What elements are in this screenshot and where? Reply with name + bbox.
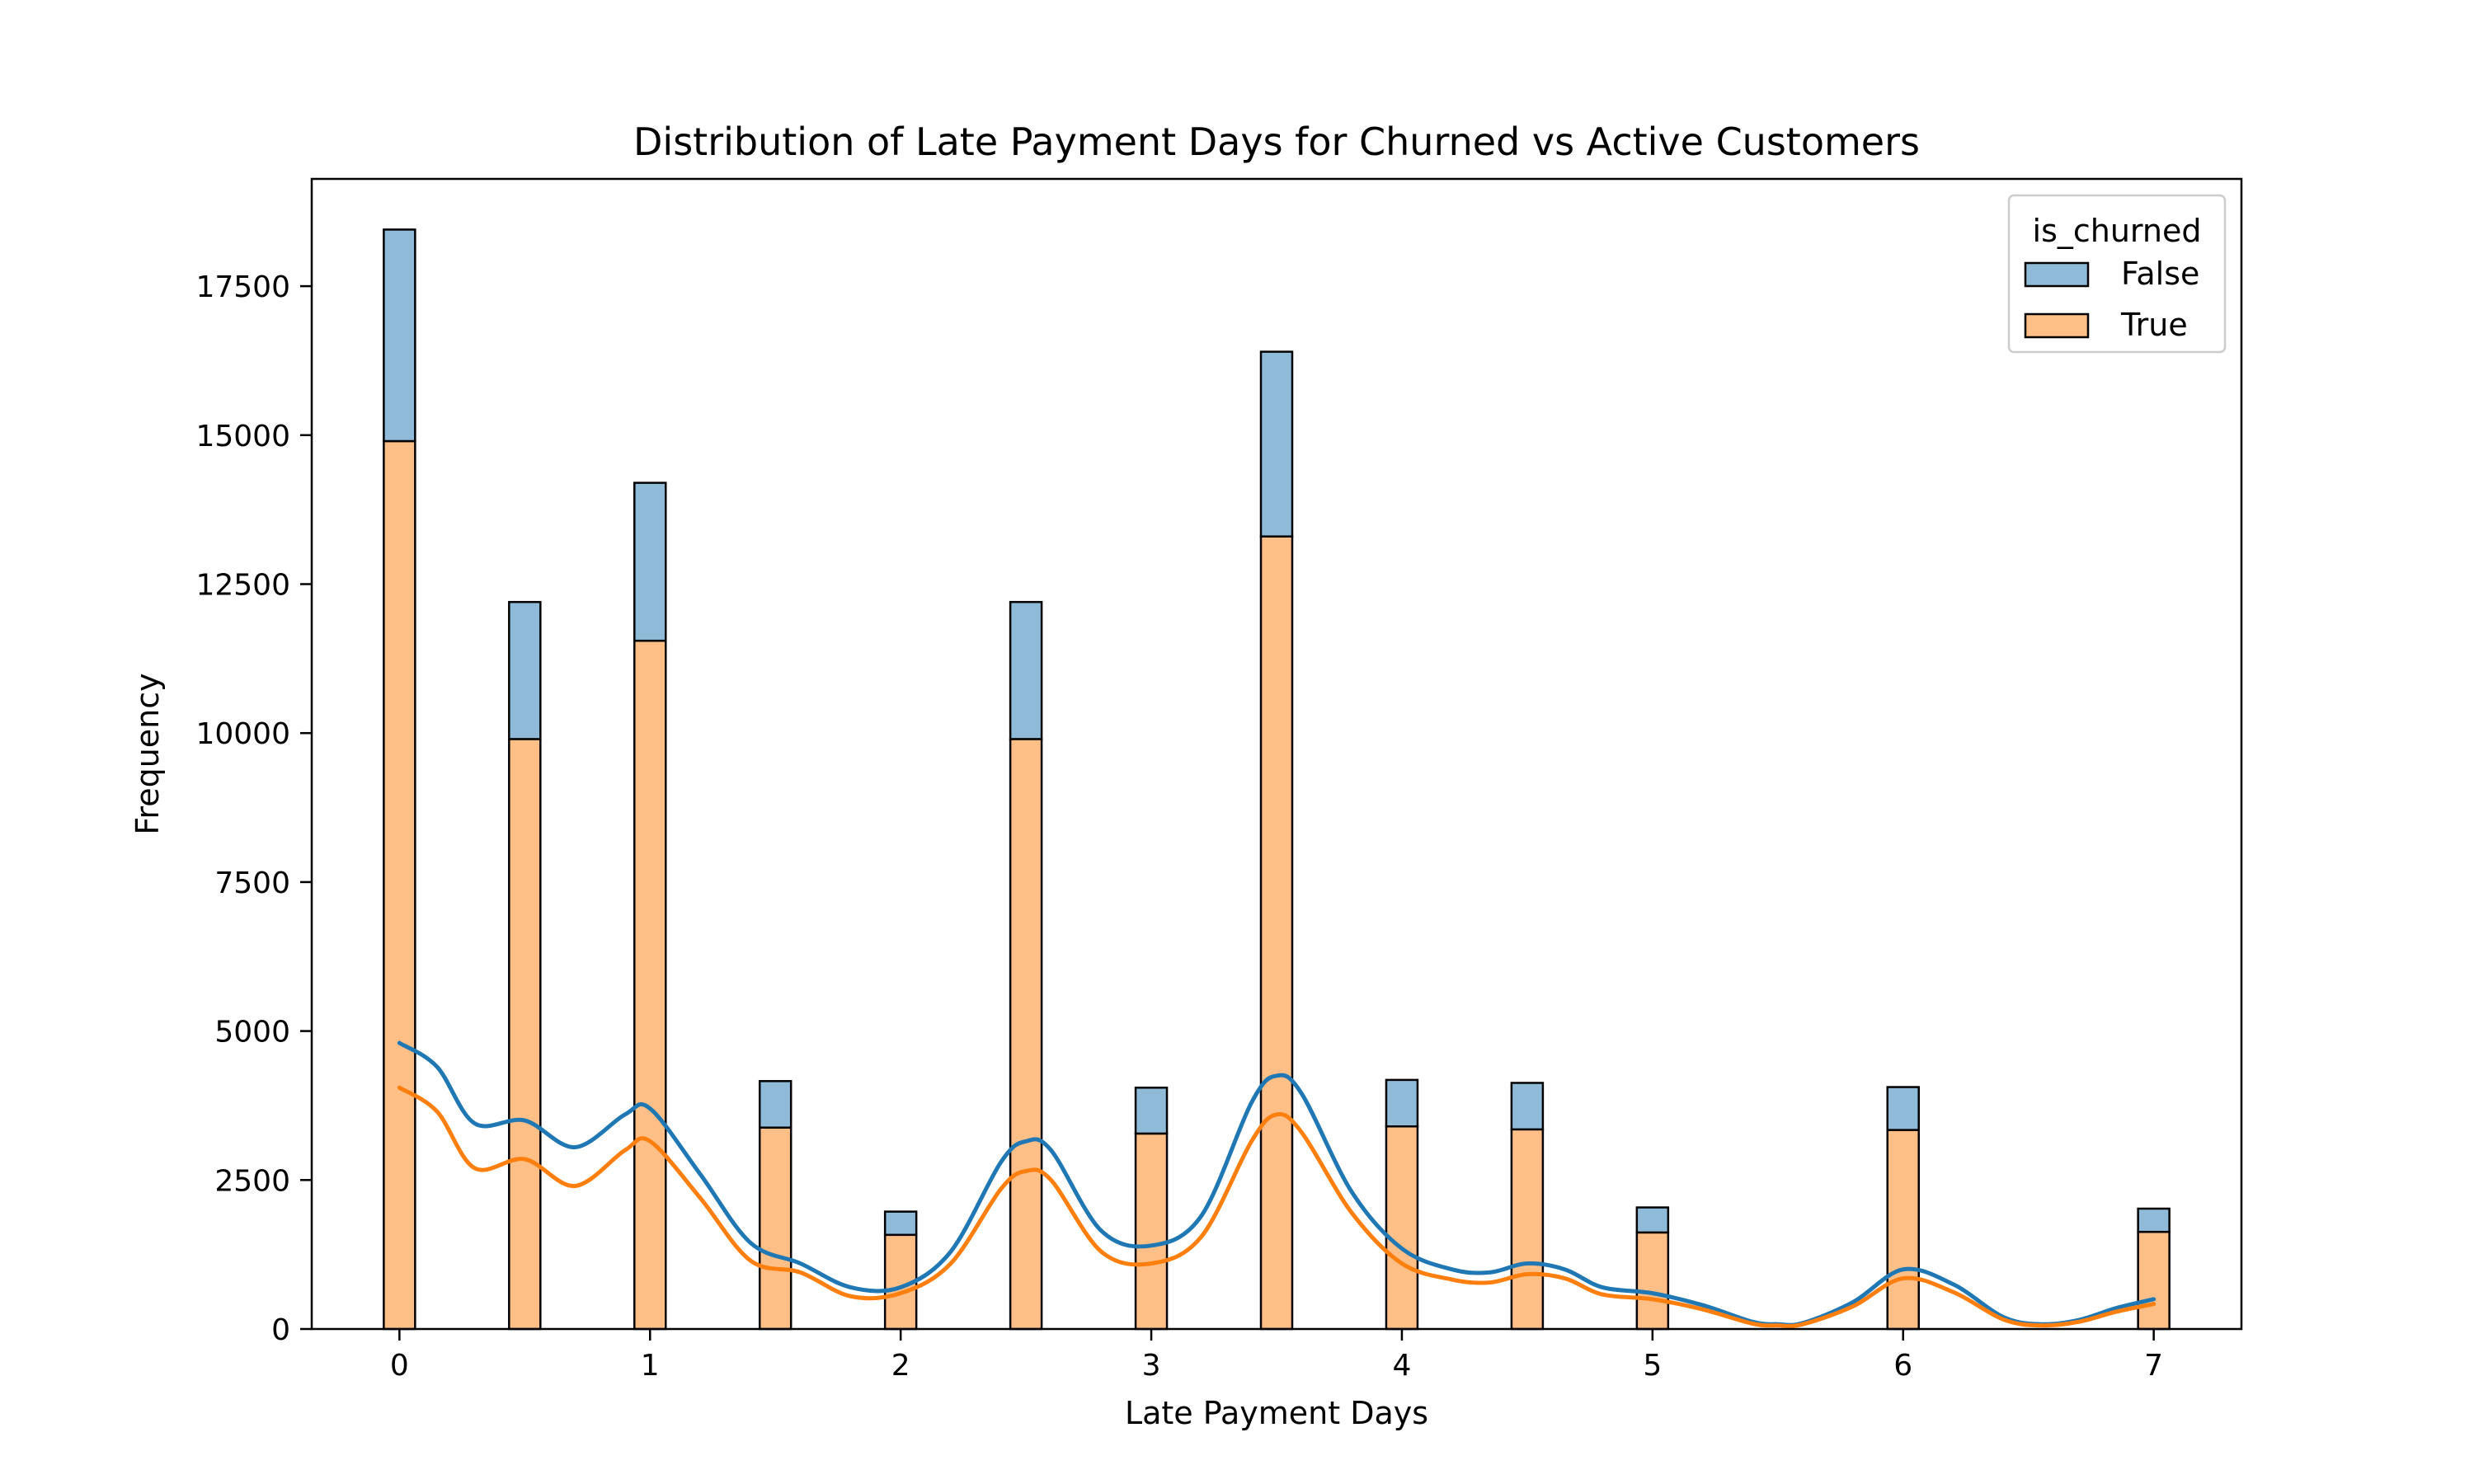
bar-true	[508, 738, 542, 1331]
y-tick-label: 12500	[195, 569, 290, 603]
y-tick-label: 5000	[214, 1016, 290, 1050]
x-tick-label: 6	[1893, 1349, 1912, 1383]
bar-false	[1886, 1086, 1920, 1131]
legend-swatch-true	[2024, 312, 2090, 339]
legend-label-false: False	[2121, 256, 2199, 292]
bar-true	[1009, 738, 1043, 1331]
x-tick-label: 3	[1142, 1349, 1161, 1383]
bar-false	[633, 481, 667, 642]
y-axis-label: Frequency	[129, 673, 166, 834]
y-tick-label: 10000	[195, 717, 290, 751]
x-tick-label: 2	[891, 1349, 910, 1383]
y-tick-label: 17500	[195, 270, 290, 304]
bar-true	[633, 639, 667, 1331]
bar-false	[1009, 600, 1043, 740]
bar-false	[1385, 1078, 1419, 1128]
y-tick-label: 15000	[195, 420, 290, 453]
bar-true	[383, 439, 416, 1331]
bar-false	[1635, 1206, 1670, 1234]
kde-line-false	[397, 1040, 2157, 1327]
bar-true	[2137, 1230, 2171, 1331]
bar-true	[1510, 1128, 1545, 1331]
y-tick-label: 2500	[214, 1164, 290, 1198]
bar-true	[1134, 1132, 1169, 1331]
bar-true	[1259, 535, 1294, 1331]
legend: is_churned False True	[2007, 194, 2227, 354]
x-tick-label: 5	[1643, 1349, 1662, 1383]
bar-false	[383, 228, 416, 443]
bar-false	[758, 1080, 793, 1129]
kde-line-true	[397, 1085, 2157, 1328]
x-tick-label: 1	[641, 1349, 660, 1383]
chart-title: Distribution of Late Payment Days for Ch…	[633, 120, 1920, 164]
legend-swatch-false	[2024, 261, 2090, 288]
axes-frame	[310, 177, 2243, 1331]
bar-true	[758, 1126, 793, 1331]
y-tick-label: 0	[271, 1313, 290, 1347]
legend-title: is_churned	[2033, 213, 2202, 249]
x-tick-label: 0	[390, 1349, 409, 1383]
x-axis-label: Late Payment Days	[1125, 1395, 1428, 1431]
bar-true	[1635, 1231, 1670, 1331]
legend-box	[2007, 194, 2227, 354]
bar-true	[1886, 1129, 1920, 1331]
y-tick-label: 7500	[214, 866, 290, 900]
bar-false	[1134, 1087, 1169, 1135]
bar-false	[1259, 350, 1294, 538]
plot-area: 0 1 2 3 4 5 6 7 0 2500 5000 7500 10000 12500 15000 1750…	[195, 177, 2243, 1383]
x-tick-label: 7	[2144, 1349, 2163, 1383]
bar-false	[508, 600, 542, 740]
legend-label-true: True	[2120, 307, 2188, 343]
bar-false	[1510, 1082, 1545, 1131]
x-tick-label: 4	[1392, 1349, 1411, 1383]
bar-false	[2137, 1207, 2171, 1233]
bar-false	[883, 1210, 918, 1237]
bar-true	[1385, 1125, 1419, 1331]
